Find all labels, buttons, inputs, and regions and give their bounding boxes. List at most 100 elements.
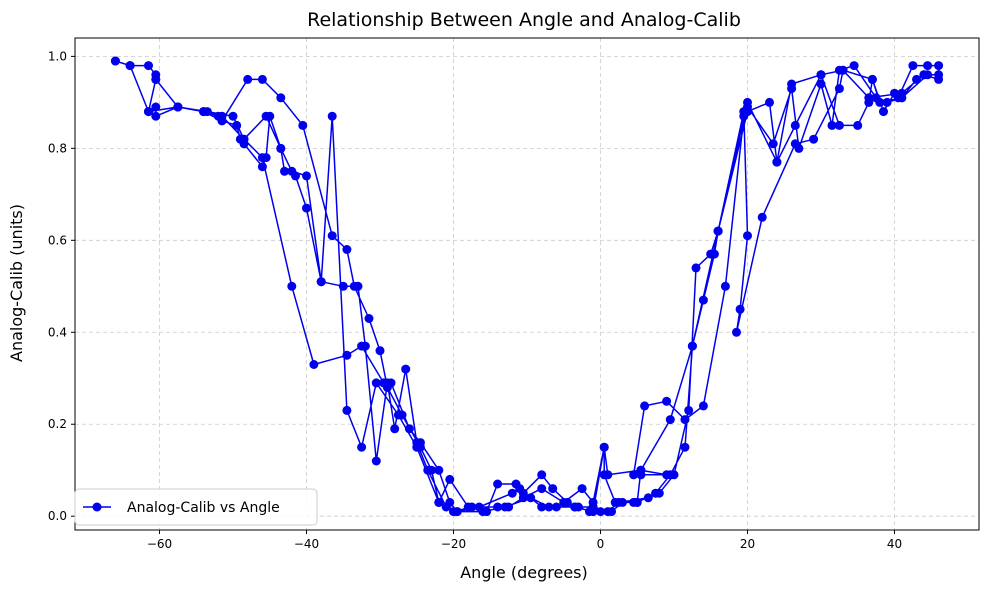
data-point bbox=[834, 84, 844, 94]
data-point bbox=[173, 102, 183, 112]
data-point bbox=[276, 93, 286, 103]
data-point bbox=[349, 281, 359, 291]
legend-box bbox=[74, 488, 318, 526]
data-point bbox=[393, 410, 403, 420]
y-tick-label: 0.0 bbox=[48, 509, 67, 523]
data-point bbox=[342, 405, 352, 415]
data-point bbox=[706, 249, 716, 259]
x-tick-label: 20 bbox=[740, 537, 755, 551]
data-point bbox=[507, 488, 517, 498]
x-tick-label: 40 bbox=[887, 537, 902, 551]
data-point bbox=[342, 245, 352, 254]
data-point bbox=[302, 171, 311, 181]
data-point bbox=[257, 74, 267, 84]
data-point bbox=[735, 304, 745, 314]
y-axis: 0.0 0.2 0.4 0.6 0.8 1.0 bbox=[48, 49, 75, 523]
data-point bbox=[548, 484, 558, 494]
data-point bbox=[919, 70, 929, 80]
data-point bbox=[577, 484, 587, 494]
data-point bbox=[493, 479, 503, 489]
data-point bbox=[518, 493, 528, 503]
data-point bbox=[687, 341, 697, 351]
data-point bbox=[144, 107, 153, 117]
data-point bbox=[551, 502, 561, 512]
data-point bbox=[309, 360, 319, 369]
data-point bbox=[316, 277, 326, 287]
data-point bbox=[629, 470, 639, 480]
data-point bbox=[864, 93, 874, 103]
data-point bbox=[390, 424, 400, 434]
data-point bbox=[827, 120, 837, 130]
data-point bbox=[809, 134, 819, 144]
y-tick-label: 0.6 bbox=[48, 233, 67, 247]
data-point bbox=[743, 231, 752, 241]
data-point bbox=[790, 139, 800, 149]
data-point bbox=[217, 111, 227, 121]
data-point bbox=[603, 507, 613, 517]
data-point bbox=[757, 212, 767, 222]
data-point bbox=[680, 415, 690, 425]
x-tick-label: −20 bbox=[441, 537, 466, 551]
data-point bbox=[434, 497, 444, 507]
data-point bbox=[882, 97, 892, 107]
data-point bbox=[302, 203, 311, 213]
data-point bbox=[338, 281, 348, 291]
y-tick-label: 0.2 bbox=[48, 417, 67, 431]
data-point bbox=[199, 107, 209, 117]
data-point bbox=[379, 378, 389, 388]
data-point bbox=[445, 497, 455, 507]
data-point bbox=[257, 153, 267, 163]
data-point bbox=[452, 507, 462, 517]
data-point bbox=[445, 474, 455, 484]
data-point bbox=[732, 327, 741, 337]
y-axis-title: Analog-Calib (units) bbox=[7, 204, 26, 362]
data-point bbox=[596, 507, 605, 517]
data-point bbox=[500, 502, 510, 512]
data-point bbox=[698, 401, 708, 411]
data-point bbox=[404, 424, 414, 434]
y-tick-label: 0.4 bbox=[48, 325, 67, 339]
data-point bbox=[816, 70, 826, 80]
data-point bbox=[669, 470, 679, 480]
legend: Analog-Calib vs Angle bbox=[74, 488, 318, 526]
y-tick-label: 0.8 bbox=[48, 141, 67, 155]
series-group bbox=[110, 56, 944, 517]
data-point bbox=[463, 502, 473, 512]
data-point bbox=[570, 502, 580, 512]
data-point bbox=[276, 143, 286, 153]
data-point bbox=[849, 61, 859, 71]
data-point bbox=[790, 120, 800, 130]
data-point bbox=[816, 79, 826, 89]
data-point bbox=[526, 493, 536, 503]
data-point bbox=[588, 507, 598, 517]
data-point bbox=[357, 442, 367, 452]
data-point bbox=[537, 470, 547, 480]
data-point bbox=[643, 493, 653, 503]
x-tick-label: −40 bbox=[294, 537, 319, 551]
data-point bbox=[434, 465, 444, 475]
data-point bbox=[897, 88, 907, 98]
x-axis: −60 −40 −20 0 20 40 bbox=[147, 530, 902, 551]
data-point bbox=[412, 442, 422, 452]
data-point bbox=[493, 502, 503, 512]
data-point bbox=[151, 102, 161, 112]
data-point bbox=[287, 281, 297, 291]
data-point bbox=[772, 157, 782, 167]
data-point bbox=[151, 74, 161, 84]
data-point bbox=[327, 111, 337, 121]
data-point bbox=[125, 61, 135, 71]
data-point bbox=[908, 61, 918, 71]
y-tick-label: 1.0 bbox=[48, 49, 67, 63]
data-point bbox=[144, 61, 153, 71]
data-point bbox=[879, 107, 888, 117]
data-point bbox=[375, 346, 385, 356]
data-point bbox=[713, 226, 723, 236]
data-point bbox=[934, 70, 944, 80]
data-point bbox=[787, 84, 797, 94]
data-point bbox=[232, 120, 242, 130]
data-point bbox=[662, 470, 672, 480]
data-point bbox=[698, 295, 708, 305]
data-point bbox=[371, 456, 381, 466]
data-point bbox=[559, 497, 569, 507]
data-point bbox=[867, 74, 877, 84]
